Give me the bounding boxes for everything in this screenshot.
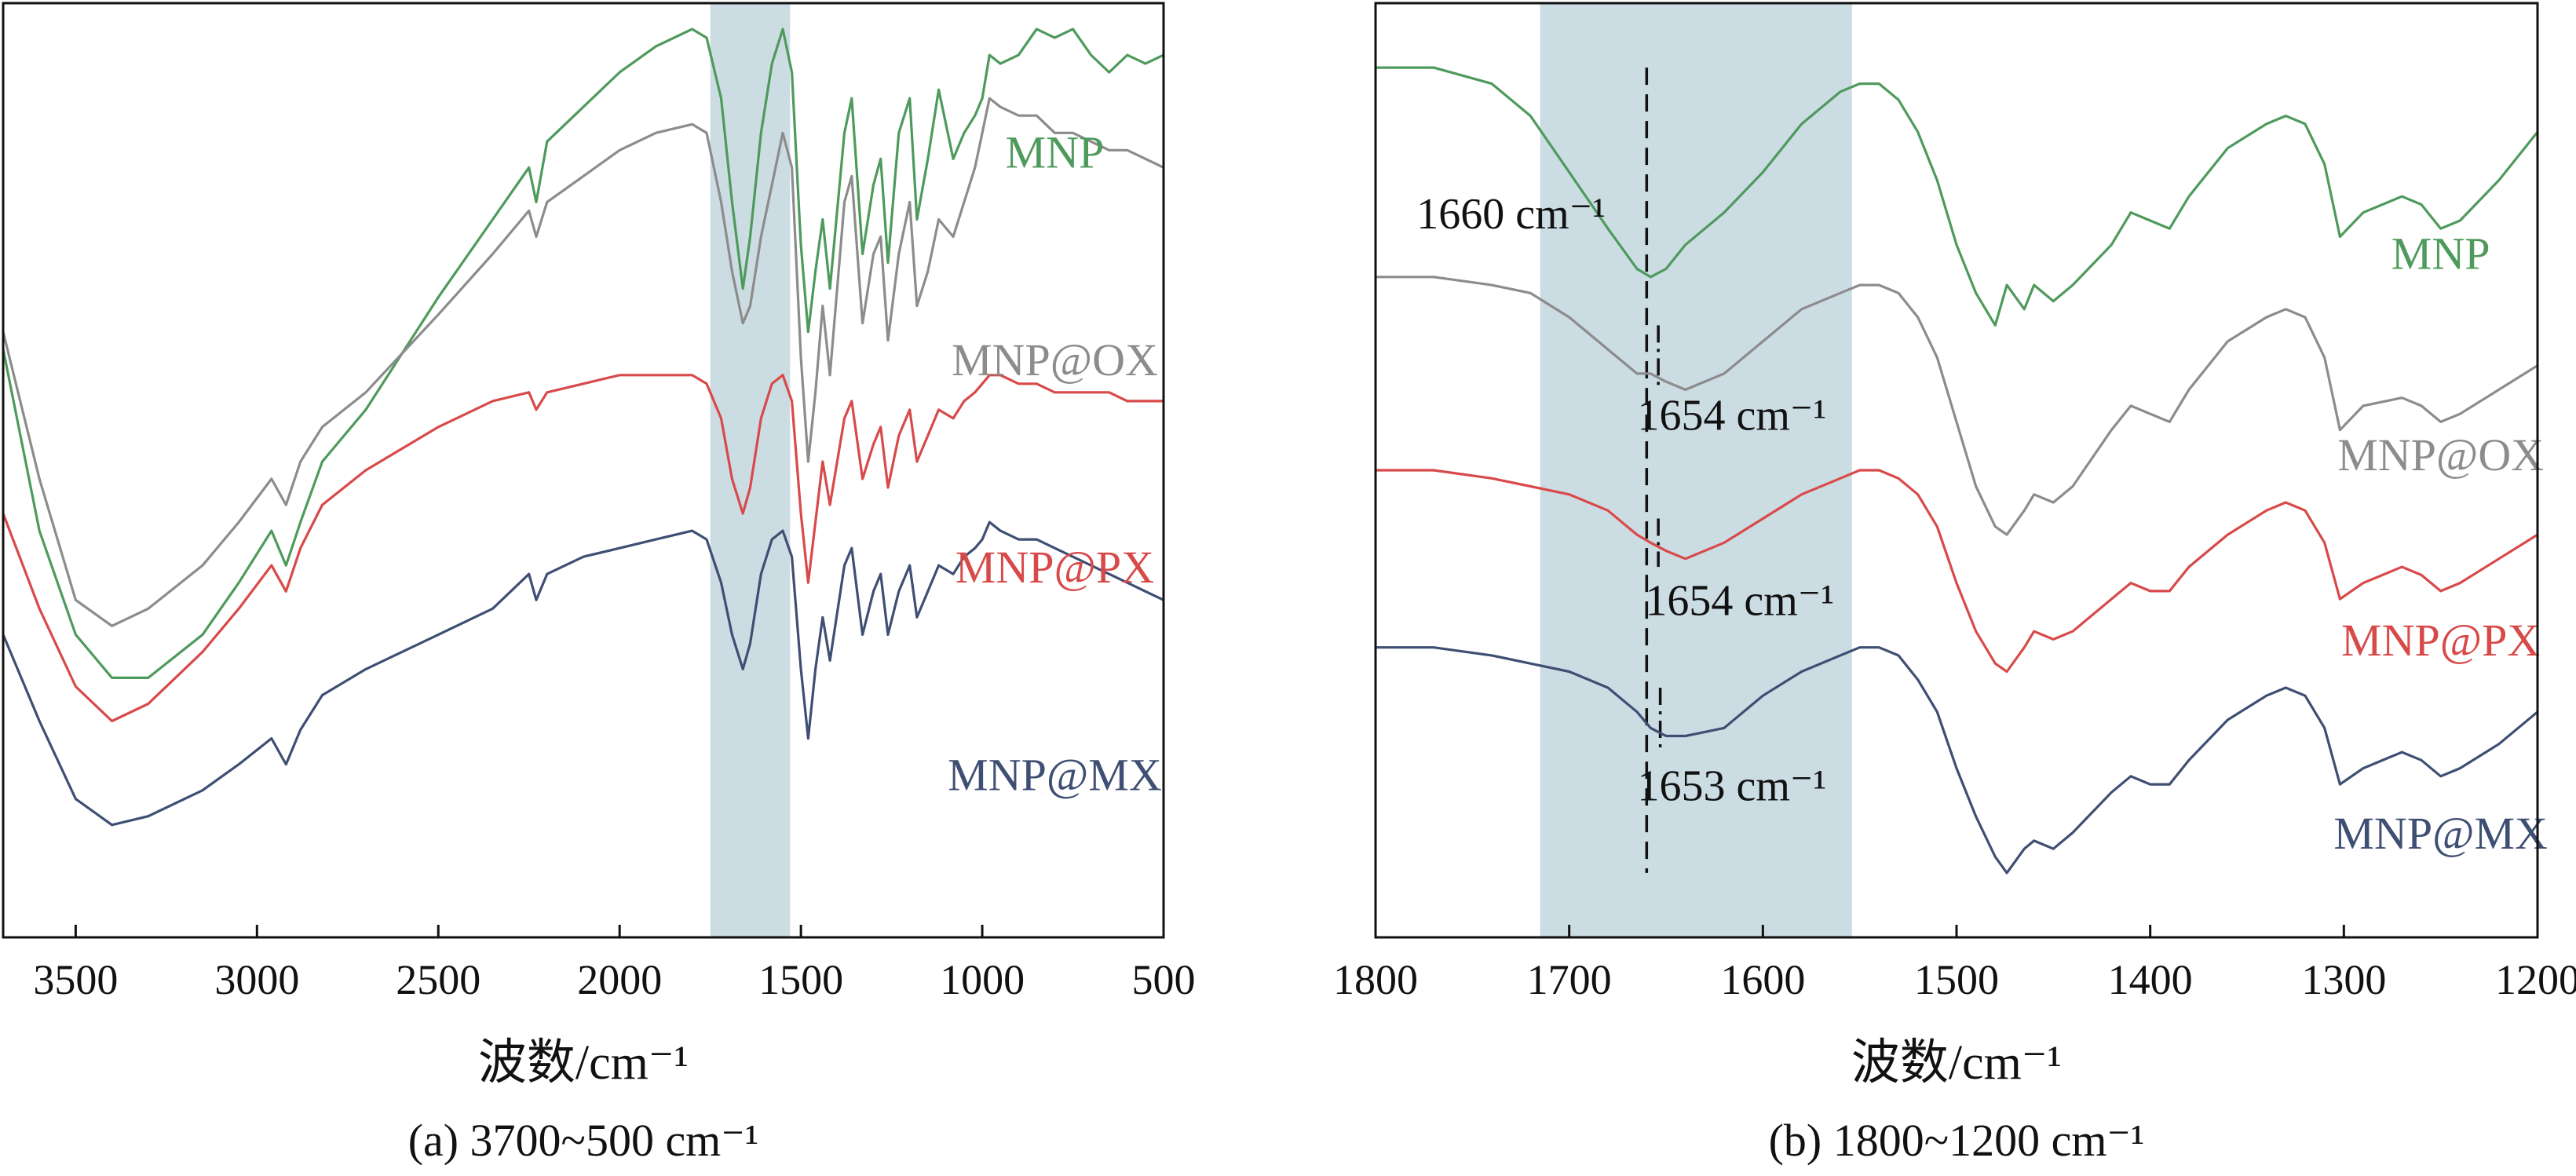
x-tick-label-1600: 1600 bbox=[1720, 956, 1805, 1003]
series-label-mnp-mx: MNP@MX bbox=[2333, 808, 2548, 859]
plot-frame bbox=[2, 2, 1165, 939]
x-tick-label-3000: 3000 bbox=[214, 956, 299, 1003]
series-line-mnp-ox bbox=[3, 97, 1164, 627]
series-line-mnp-px bbox=[1376, 469, 2538, 674]
highlight-band bbox=[710, 3, 791, 937]
x-tick-label-1800: 1800 bbox=[1333, 956, 1418, 1003]
panel-caption: (a) 3700~500 cm⁻¹ bbox=[408, 1115, 759, 1166]
annotation-2: 1654 cm⁻¹ bbox=[1645, 577, 1834, 626]
series-line-mnp-px bbox=[3, 374, 1164, 723]
x-tick-label-1300: 1300 bbox=[2301, 956, 2386, 1003]
series-label-mnp: MNP bbox=[1006, 126, 1105, 177]
series-line-mnp-ox bbox=[1376, 276, 2538, 536]
annotation-3: 1653 cm⁻¹ bbox=[1637, 762, 1826, 811]
x-tick-label-1200: 1200 bbox=[2495, 956, 2576, 1003]
x-tick-label-3500: 3500 bbox=[33, 956, 118, 1003]
annotation-1: 1654 cm⁻¹ bbox=[1637, 392, 1826, 440]
series-line-mnp-mx bbox=[1376, 646, 2538, 875]
annotation-0: 1660 cm⁻¹ bbox=[1416, 190, 1606, 239]
x-tick-label-1500: 1500 bbox=[758, 956, 843, 1003]
series-label-mnp-px: MNP@PX bbox=[2341, 615, 2540, 666]
panel-a: MNP MNP@OX MNP@PX MNP@MX 3500 3000 2500 2000 150… bbox=[2, 2, 1196, 1166]
series-lines bbox=[3, 27, 1164, 827]
panel-b: MNP MNP@OX MNP@PX MNP@MX 1660 cm⁻¹ 1654 cm⁻¹ 1… bbox=[1333, 2, 2576, 1166]
x-axis-title: 波数/cm⁻¹ bbox=[1851, 1036, 2062, 1090]
x-tick-label-2500: 2500 bbox=[396, 956, 480, 1003]
x-tick-label-1700: 1700 bbox=[1527, 956, 1612, 1003]
series-line-mnp bbox=[3, 27, 1164, 679]
x-tick-label-2000: 2000 bbox=[577, 956, 662, 1003]
x-axis-title: 波数/cm⁻¹ bbox=[478, 1036, 689, 1090]
x-tick-label-1000: 1000 bbox=[940, 956, 1025, 1003]
series-label-mnp-px: MNP@PX bbox=[955, 542, 1154, 593]
series-label-mnp-mx: MNP@MX bbox=[948, 750, 1162, 801]
series-label-mnp-ox: MNP@OX bbox=[952, 334, 1158, 385]
series-label-mnp: MNP bbox=[2391, 228, 2490, 279]
x-tick-label-500: 500 bbox=[1132, 956, 1196, 1003]
series-label-mnp-ox: MNP@OX bbox=[2337, 429, 2544, 480]
x-tick-label-1400: 1400 bbox=[2108, 956, 2193, 1003]
x-tick-label-1500: 1500 bbox=[1914, 956, 1999, 1003]
series-line-mnp-mx bbox=[3, 520, 1164, 827]
highlight-band bbox=[1540, 3, 1852, 937]
series-lines bbox=[1376, 66, 2538, 875]
panel-caption: (b) 1800~1200 cm⁻¹ bbox=[1769, 1115, 2145, 1166]
series-line-mnp bbox=[1376, 66, 2538, 327]
